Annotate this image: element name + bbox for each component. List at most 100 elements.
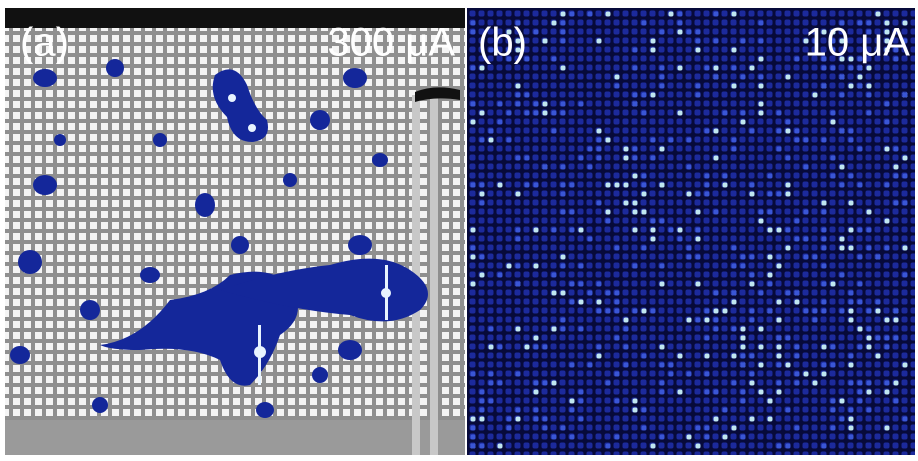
speck xyxy=(543,165,548,170)
speck xyxy=(705,309,710,314)
speck xyxy=(678,111,683,116)
speck xyxy=(480,183,485,188)
speck xyxy=(777,228,782,233)
speck xyxy=(741,336,746,341)
speck xyxy=(732,264,737,269)
speck xyxy=(705,318,710,323)
speck xyxy=(471,30,476,35)
speck xyxy=(480,138,485,143)
speck xyxy=(777,129,782,134)
speck xyxy=(903,174,908,179)
speck xyxy=(516,264,521,269)
speck xyxy=(822,300,827,305)
speck xyxy=(543,381,548,386)
speck xyxy=(507,426,512,431)
speck xyxy=(786,75,791,80)
speck xyxy=(633,156,638,161)
speck xyxy=(741,390,746,395)
speck xyxy=(552,228,557,233)
speck xyxy=(561,183,566,188)
speck xyxy=(840,75,845,80)
speck xyxy=(660,381,665,386)
speck xyxy=(651,93,656,98)
speck xyxy=(696,282,701,287)
speck xyxy=(687,30,692,35)
panel-label: (a) xyxy=(20,21,69,65)
speck xyxy=(489,372,494,377)
speck xyxy=(651,219,656,224)
speck xyxy=(768,282,773,287)
speck xyxy=(705,372,710,377)
speck xyxy=(768,174,773,179)
speck xyxy=(858,255,863,260)
speck xyxy=(507,111,512,116)
speck xyxy=(633,93,638,98)
speck xyxy=(687,165,692,170)
speck xyxy=(561,102,566,107)
speck xyxy=(489,381,494,386)
speck xyxy=(525,183,530,188)
speck xyxy=(471,102,476,107)
speck xyxy=(480,255,485,260)
speck xyxy=(597,129,602,134)
speck xyxy=(705,336,710,341)
speck xyxy=(795,237,800,242)
speck xyxy=(858,282,863,287)
speck xyxy=(669,228,674,233)
speck xyxy=(714,66,719,71)
speck xyxy=(876,336,881,341)
speck xyxy=(516,372,521,377)
speck xyxy=(525,345,530,350)
speck xyxy=(705,390,710,395)
speck xyxy=(732,300,737,305)
speck xyxy=(696,255,701,260)
speck xyxy=(777,264,782,269)
speck xyxy=(885,102,890,107)
speck xyxy=(723,183,728,188)
speck xyxy=(615,75,620,80)
speck xyxy=(867,327,872,332)
speck xyxy=(885,336,890,341)
speck xyxy=(750,354,755,359)
speck xyxy=(858,345,863,350)
speck xyxy=(624,327,629,332)
speck xyxy=(606,381,611,386)
speck xyxy=(876,255,881,260)
speck xyxy=(651,444,656,449)
speck xyxy=(561,111,566,116)
speck xyxy=(777,318,782,323)
speck xyxy=(552,111,557,116)
speck xyxy=(714,291,719,296)
speck xyxy=(777,390,782,395)
speck xyxy=(516,102,521,107)
speck xyxy=(534,417,539,422)
speck xyxy=(849,309,854,314)
speck xyxy=(750,129,755,134)
speck xyxy=(750,183,755,188)
speck xyxy=(903,246,908,251)
speck xyxy=(786,183,791,188)
speck xyxy=(894,336,899,341)
speck xyxy=(822,363,827,368)
speck xyxy=(876,300,881,305)
speck xyxy=(768,255,773,260)
speck xyxy=(660,75,665,80)
speck xyxy=(723,174,728,179)
speck xyxy=(894,318,899,323)
speck xyxy=(813,381,818,386)
speck xyxy=(876,354,881,359)
figure: (a) 300 μA (b) 10 μA xyxy=(0,0,918,461)
speck xyxy=(741,435,746,440)
speck xyxy=(768,309,773,314)
speck xyxy=(498,102,503,107)
speck xyxy=(858,390,863,395)
speck xyxy=(804,237,809,242)
speck xyxy=(543,417,548,422)
speck xyxy=(849,129,854,134)
speck xyxy=(849,408,854,413)
speck xyxy=(552,435,557,440)
speck xyxy=(768,228,773,233)
speck xyxy=(885,318,890,323)
speck xyxy=(867,66,872,71)
page: {"panels": [{"label": "(a)", "current": … xyxy=(0,0,918,461)
